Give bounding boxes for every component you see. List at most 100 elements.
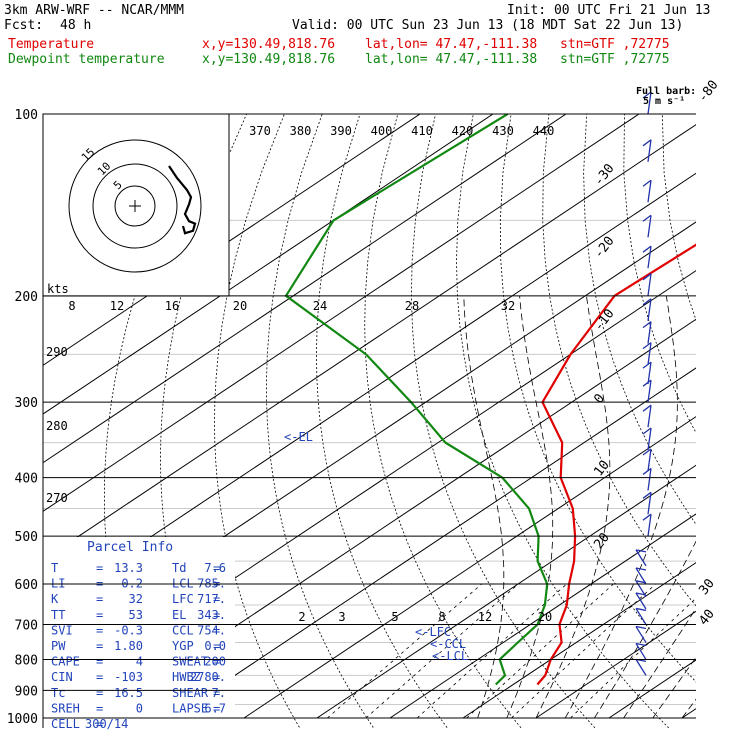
wind-barb xyxy=(635,549,647,567)
pressure-label: 1000 xyxy=(7,712,38,727)
barb-legend-value: 5 m s⁻¹ xyxy=(643,96,685,107)
parcel-info-value: 7.6 xyxy=(204,561,226,575)
parcel-info-value: 7. xyxy=(212,686,226,700)
parcel-info-value: = xyxy=(213,639,220,653)
dewpoint-profile xyxy=(284,114,549,686)
wind-barb xyxy=(642,273,652,296)
wind-barb-shaft xyxy=(635,567,647,585)
wind-barb-flag xyxy=(642,245,652,253)
parcel-info-value: 32 xyxy=(129,592,143,606)
hodograph-speed-tick: 20 xyxy=(233,299,247,313)
temperature-legend-latlon: lat,lon= 47.47,-111.38 xyxy=(365,37,538,52)
dewpoint-legend-station: stn=GTF ,72775 xyxy=(560,52,670,67)
wind-barb xyxy=(642,427,652,451)
hodograph-ring xyxy=(114,185,156,227)
wind-barb-shaft xyxy=(647,180,652,203)
wind-barb-flag xyxy=(642,298,652,306)
parcel-info-value: T xyxy=(51,561,58,575)
wind-barb-shaft xyxy=(647,492,652,515)
isotherm-label: -80 xyxy=(695,78,721,106)
wind-barb-shaft xyxy=(647,246,652,269)
wind-barb xyxy=(642,321,652,344)
theta-side-label: 290 xyxy=(46,345,68,359)
isotherm-label-group: -20 xyxy=(591,234,617,262)
wind-barb xyxy=(635,607,647,625)
wind-barb xyxy=(642,342,652,365)
dry-adiabat xyxy=(700,114,740,731)
wind-barb-flag xyxy=(635,607,647,612)
parcel-info-value: 717. xyxy=(197,592,226,606)
parcel-info-value: 4 xyxy=(136,655,143,669)
parcel-info-value: = xyxy=(213,592,220,606)
isotherm-label: 30 xyxy=(696,576,717,598)
wind-barb xyxy=(642,214,652,238)
wind-barb-flag xyxy=(635,625,647,630)
parcel-info-value: = xyxy=(213,701,220,715)
wind-barb xyxy=(642,379,652,403)
parcel-level-label: <-LFC xyxy=(415,625,451,639)
wind-barb-shaft xyxy=(647,139,652,162)
parcel-info-value: 2780. xyxy=(190,670,226,684)
temperature-profile xyxy=(536,243,696,686)
pressure-label: 100 xyxy=(15,108,38,123)
isotherm-label-group: 30 xyxy=(696,576,717,598)
theta-side-label: 280 xyxy=(46,419,68,433)
parcel-info-value: = xyxy=(96,639,103,653)
wind-barb xyxy=(642,139,652,162)
wind-barb xyxy=(642,298,652,321)
pressure-label: 800 xyxy=(15,653,38,668)
parcel-info-value: K xyxy=(51,592,59,606)
temperature-legend-name: Temperature xyxy=(8,37,95,52)
wind-barb-flag xyxy=(642,361,652,369)
wind-barb-flag xyxy=(635,549,647,553)
wind-barb-shaft xyxy=(647,361,652,385)
wind-barb-flag xyxy=(642,491,652,499)
parcel-info-value: 53 xyxy=(129,608,143,622)
theta-label: 440 xyxy=(533,124,555,138)
parcel-info-value: = xyxy=(96,592,103,606)
parcel-info-value: = xyxy=(213,670,220,684)
temperature-legend-xy: x,y=130.49,818.76 xyxy=(202,37,336,52)
wind-barb-shaft xyxy=(647,427,652,451)
dry-adiabat xyxy=(661,114,696,322)
parcel-info-value: CIN xyxy=(51,670,73,684)
forecast-hours: 48 h xyxy=(60,18,92,33)
hodograph-speed-tick: 16 xyxy=(165,299,179,313)
theta-label: 390 xyxy=(330,124,352,138)
pressure-label: 300 xyxy=(15,396,38,411)
wind-barb-shaft xyxy=(635,608,647,625)
wind-barb xyxy=(642,91,652,115)
parcel-info-value: -103 xyxy=(114,670,143,684)
parcel-info-value: EL xyxy=(172,608,186,622)
parcel-info-value: = xyxy=(96,701,103,715)
parcel-info-value: = xyxy=(96,561,103,575)
parcel-info-value: 16.5 xyxy=(114,686,143,700)
parcel-info-value: CCL xyxy=(172,623,194,637)
dry-adiabat xyxy=(364,114,522,728)
isotherm-line xyxy=(535,610,696,719)
wind-barb xyxy=(635,658,647,676)
parcel-info-value: = xyxy=(96,608,103,622)
parcel-info-title: Parcel Info xyxy=(87,540,173,555)
dewpoint-legend-name: Dewpoint temperature xyxy=(8,52,165,67)
mixing-ratio-label: 20 xyxy=(538,610,552,624)
parcel-info-value: = xyxy=(96,717,103,731)
wind-barb-flag xyxy=(642,427,652,435)
parcel-info-value: HWBZ xyxy=(172,670,201,684)
wind-barb-shaft xyxy=(647,298,652,321)
wind-barb-flag xyxy=(642,467,652,475)
hodograph-trace xyxy=(168,165,197,235)
parcel-info-value: LAPSE xyxy=(172,701,208,715)
parcel-info-value: 0.0 xyxy=(204,639,226,653)
wind-barb xyxy=(642,179,652,203)
parcel-info-value: 13.3 xyxy=(114,561,143,575)
wind-barb-shaft xyxy=(635,592,647,610)
hodograph-speed-tick: 24 xyxy=(313,299,327,313)
parcel-info-value: SHEAR xyxy=(172,686,209,700)
mixing-ratio-label: 3 xyxy=(338,610,345,624)
parcel-info-value: Tc xyxy=(51,686,65,700)
wind-barb-shaft xyxy=(647,448,652,472)
parcel-info-value: 200 xyxy=(204,655,226,669)
wind-barb-shaft xyxy=(647,514,652,537)
